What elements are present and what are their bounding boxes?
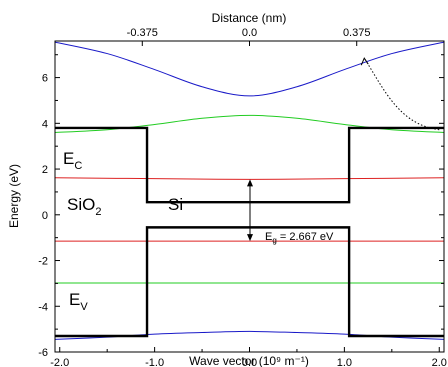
- gap-label-sub: g: [272, 236, 276, 245]
- band-gap-arrowhead-top: [247, 179, 253, 187]
- y-tick-label: 4: [42, 118, 48, 130]
- sio2-label-main: SiO: [67, 195, 95, 214]
- series-line-8: [55, 226, 444, 338]
- ev-label-main: E: [69, 290, 80, 309]
- series-line-2: [54, 114, 445, 133]
- gap-label-value: = 2.667 eV: [277, 231, 334, 243]
- y-tick-label: -4: [38, 301, 48, 313]
- y-tick-label: 2: [42, 164, 48, 176]
- x2-tick-label: 0.375: [343, 27, 371, 39]
- ec-label-main: E: [63, 149, 74, 168]
- x2-tick-label: 0.0: [242, 27, 257, 39]
- ev-label: EV: [69, 290, 88, 313]
- x-tick-label: 2.0: [432, 357, 447, 367]
- x-tick-label: -2.0: [50, 357, 69, 367]
- si-label: Si: [168, 195, 183, 214]
- y-tick-label: 6: [42, 73, 48, 85]
- x-tick-label: 1.0: [337, 357, 352, 367]
- pointer-arrowhead: [360, 57, 369, 66]
- pointer-arrow: [363, 57, 440, 131]
- ticks-layer: -2.0 -1.0 0.0 1.0 2.0 -6 -4 -2 0 2 4 6 -0.375 0.0 0.37…: [38, 27, 447, 367]
- ev-label-sub: V: [80, 301, 88, 313]
- x-tick-label: -1.0: [145, 357, 164, 367]
- ec-label: EC: [63, 149, 82, 172]
- y-tick-label: 0: [42, 210, 48, 222]
- gap-label: Eg = 2.667 eV: [265, 231, 334, 245]
- x2-tick-label: -0.375: [127, 27, 158, 39]
- y-axis-title: Energy (eV): [7, 164, 21, 228]
- series-layer: [54, 41, 445, 340]
- series-line-1: [54, 41, 445, 97]
- y-tick-label: -6: [38, 347, 48, 359]
- sio2-label: SiO2: [67, 195, 101, 218]
- band-gap-arrowhead-bottom: [247, 234, 253, 242]
- ec-label-sub: C: [74, 160, 82, 172]
- x-axis-title: Wave vector (10⁹ m⁻¹): [189, 354, 309, 367]
- x2-axis-title: Distance (nm): [212, 11, 287, 25]
- y-tick-label: -2: [38, 256, 48, 268]
- series-line-7: [55, 126, 444, 204]
- series-line-3: [54, 177, 445, 180]
- x-tick-label: 0.0: [242, 357, 257, 367]
- sio2-label-sub: 2: [95, 206, 101, 218]
- overlay-layer: [247, 57, 440, 242]
- gap-label-main: E: [265, 231, 272, 243]
